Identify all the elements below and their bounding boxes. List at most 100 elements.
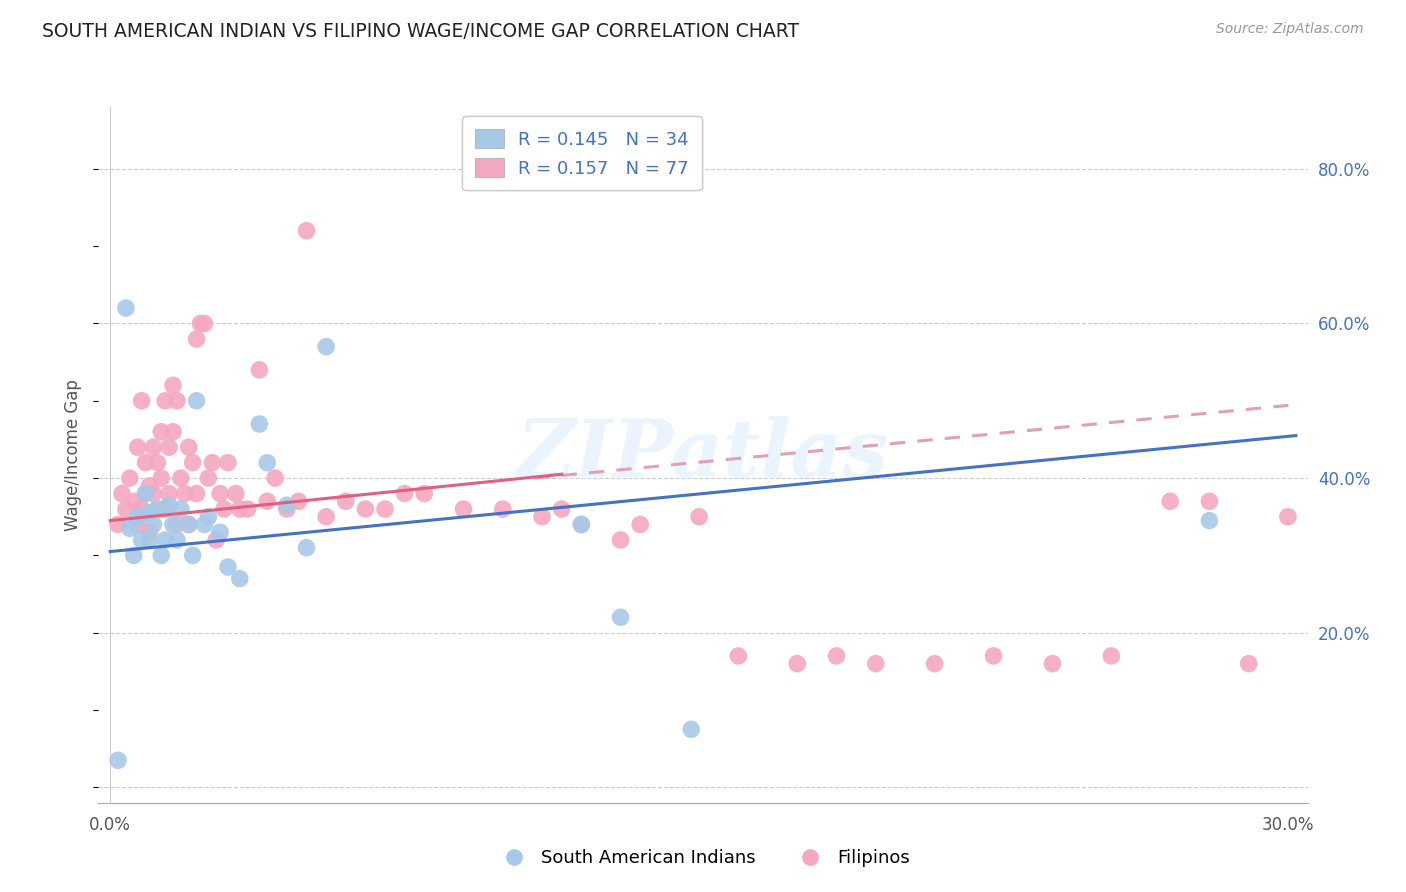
Point [186, 332, 208, 346]
Point [153, 502, 176, 516]
Point [127, 509, 149, 524]
Point [122, 549, 145, 563]
Point [153, 533, 176, 547]
Point [146, 456, 169, 470]
Point [335, 494, 357, 508]
Legend: South American Indians, Filipinos: South American Indians, Filipinos [489, 842, 917, 874]
Point [146, 502, 169, 516]
Point [225, 486, 247, 500]
Point [492, 502, 515, 516]
Point [193, 317, 215, 331]
Point [531, 509, 554, 524]
Legend: R = 0.145   N = 34, R = 0.157   N = 77: R = 0.145 N = 34, R = 0.157 N = 77 [463, 116, 702, 190]
Point [205, 533, 228, 547]
Point [1042, 657, 1064, 671]
Point [107, 753, 129, 767]
Point [256, 456, 278, 470]
Point [681, 723, 703, 737]
Point [138, 479, 160, 493]
Point [394, 486, 416, 500]
Point [229, 502, 252, 516]
Point [1277, 509, 1299, 524]
Point [264, 471, 287, 485]
Point [865, 657, 887, 671]
Point [150, 425, 173, 439]
Point [107, 517, 129, 532]
Point [628, 517, 651, 532]
Point [1099, 648, 1122, 663]
Point [197, 471, 219, 485]
Point [131, 533, 153, 547]
Point [190, 317, 212, 331]
Point [127, 440, 149, 454]
Point [162, 425, 184, 439]
Point [181, 456, 204, 470]
Point [295, 224, 318, 238]
Point [135, 486, 157, 500]
Point [924, 657, 946, 671]
Point [825, 648, 848, 663]
Point [115, 502, 138, 516]
Point [786, 657, 808, 671]
Point [197, 509, 219, 524]
Point [157, 440, 180, 454]
Point [162, 378, 184, 392]
Point [111, 486, 134, 500]
Point [142, 517, 165, 532]
Point [177, 517, 200, 532]
Point [569, 517, 592, 532]
Point [170, 502, 193, 516]
Point [727, 648, 749, 663]
Point [153, 393, 176, 408]
Point [247, 363, 270, 377]
Point [453, 502, 475, 516]
Point [315, 509, 337, 524]
Point [131, 502, 153, 516]
Point [374, 502, 396, 516]
Point [212, 502, 235, 516]
Point [157, 498, 180, 512]
Point [186, 393, 208, 408]
Point [138, 506, 160, 520]
Point [157, 486, 180, 500]
Point [162, 517, 184, 532]
Point [166, 517, 188, 532]
Y-axis label: Wage/Income Gap: Wage/Income Gap [65, 379, 83, 531]
Point [609, 533, 631, 547]
Point [276, 502, 298, 516]
Point [229, 572, 252, 586]
Point [609, 610, 631, 624]
Point [217, 560, 239, 574]
Point [354, 502, 377, 516]
Point [413, 486, 436, 500]
Point [122, 494, 145, 508]
Point [287, 494, 309, 508]
Text: Source: ZipAtlas.com: Source: ZipAtlas.com [1216, 22, 1364, 37]
Point [127, 517, 149, 532]
Point [209, 525, 232, 540]
Point [1198, 514, 1220, 528]
Text: SOUTH AMERICAN INDIAN VS FILIPINO WAGE/INCOME GAP CORRELATION CHART: SOUTH AMERICAN INDIAN VS FILIPINO WAGE/I… [42, 22, 799, 41]
Point [118, 521, 141, 535]
Point [177, 517, 200, 532]
Point [217, 456, 239, 470]
Point [569, 517, 592, 532]
Point [135, 486, 157, 500]
Point [135, 456, 157, 470]
Point [315, 340, 337, 354]
Point [166, 393, 188, 408]
Point [276, 498, 298, 512]
Point [142, 440, 165, 454]
Point [193, 517, 215, 532]
Point [150, 471, 173, 485]
Point [247, 417, 270, 431]
Point [118, 471, 141, 485]
Point [138, 533, 160, 547]
Point [146, 502, 169, 516]
Point [115, 301, 138, 315]
Point [166, 533, 188, 547]
Point [209, 486, 232, 500]
Point [186, 486, 208, 500]
Point [983, 648, 1005, 663]
Point [170, 471, 193, 485]
